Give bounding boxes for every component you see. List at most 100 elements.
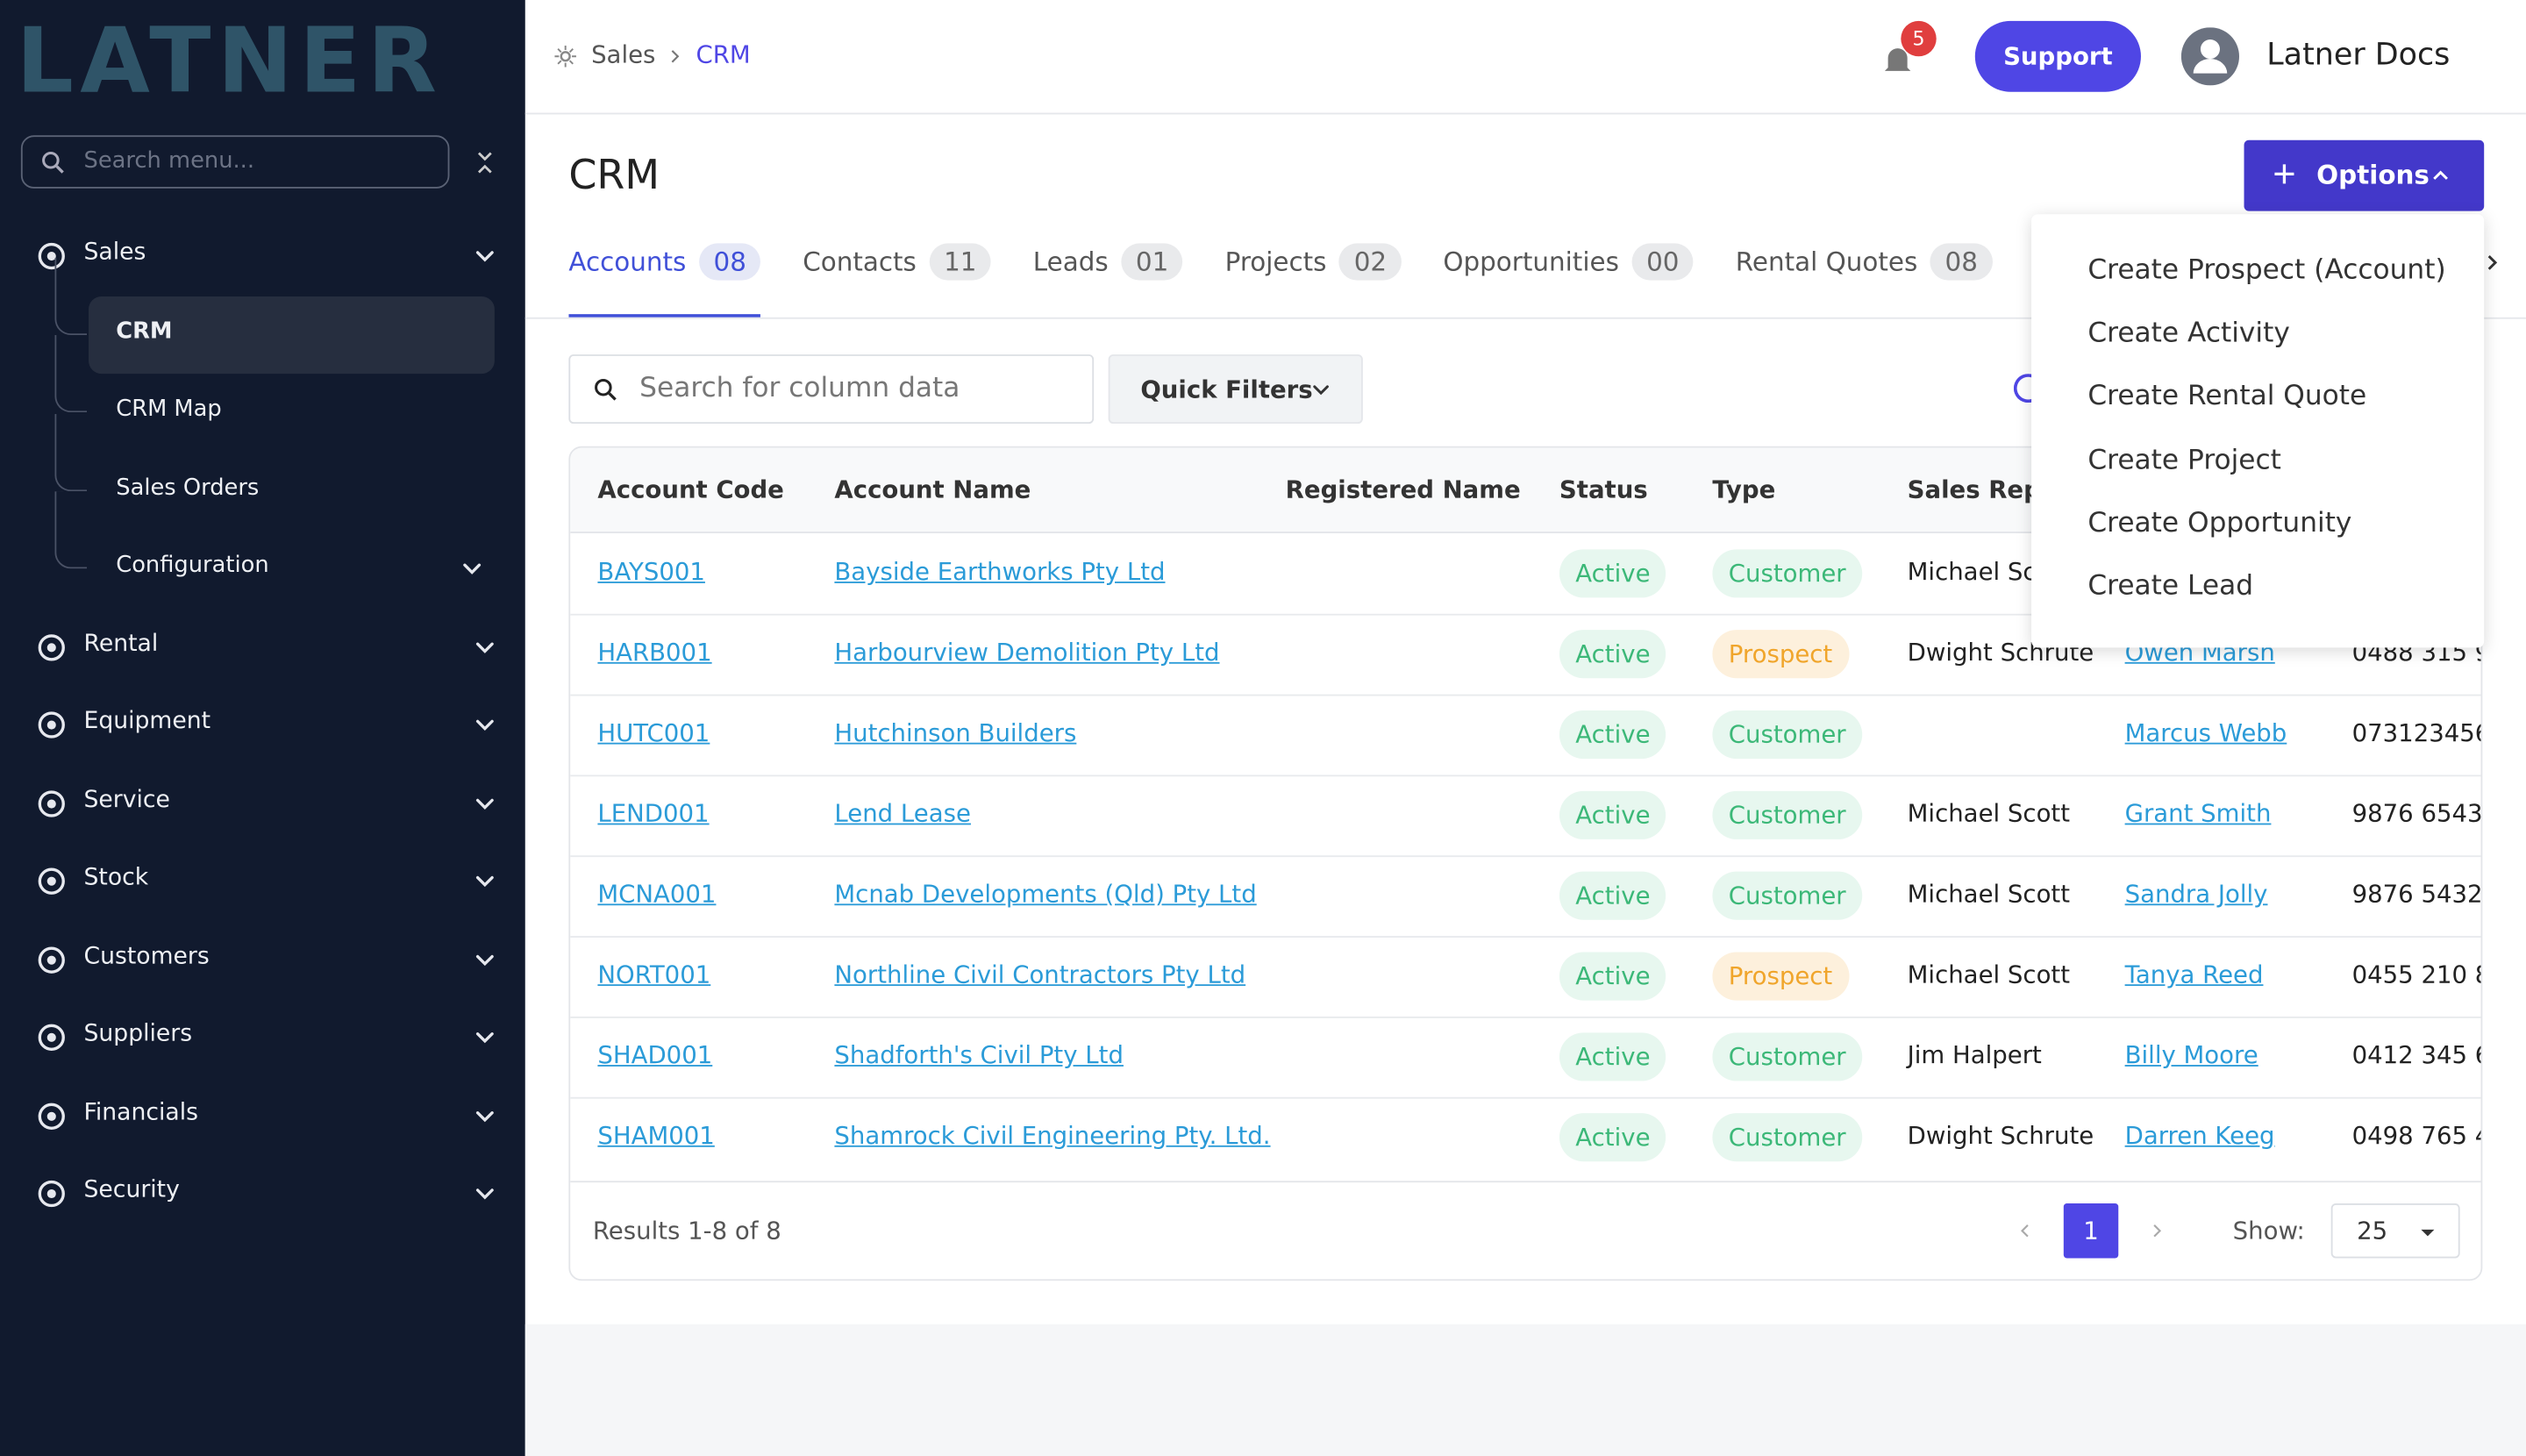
submenu-item[interactable]: Configuration: [116, 552, 269, 579]
column-header[interactable]: Account Code: [597, 475, 784, 504]
content-bottom: [524, 1324, 2526, 1456]
support-button[interactable]: Support: [1974, 20, 2141, 92]
menu-chevron: [470, 1179, 499, 1208]
menu-item[interactable]: Stock: [83, 865, 149, 891]
contact[interactable]: Billy Moore: [2124, 1040, 2258, 1070]
contact[interactable]: Grant Smith: [2124, 799, 2272, 829]
badge: Customer: [1712, 710, 1862, 760]
table-search[interactable]: Search for column data: [568, 354, 1095, 425]
search-icon-svg: [595, 378, 617, 401]
footer-border: [570, 1181, 2481, 1183]
dropdown-item[interactable]: Create Activity: [2087, 318, 2290, 350]
user-name[interactable]: Latner Docs: [2266, 37, 2451, 73]
menu-item[interactable]: Security: [83, 1177, 180, 1204]
avatar-svg: [2180, 27, 2240, 86]
quick-filters[interactable]: Quick Filters: [1108, 354, 1363, 425]
menu-icon-svg: [38, 1180, 65, 1208]
account-name[interactable]: Shamrock Civil Engineering Pty. Ltd.: [834, 1121, 1271, 1151]
next-page-svg: [2153, 1224, 2162, 1238]
next-page[interactable]: [2145, 1219, 2168, 1242]
menu-icon: [34, 785, 69, 820]
contact[interactable]: Marcus Webb: [2124, 718, 2287, 748]
tab-count: 01: [1121, 243, 1183, 281]
menu-item[interactable]: Suppliers: [83, 1021, 193, 1047]
menu-item[interactable]: Financials: [83, 1099, 199, 1125]
menu-item[interactable]: Equipment: [83, 709, 211, 735]
collapse-icon[interactable]: [470, 142, 499, 184]
dropdown-item[interactable]: Create Lead: [2087, 570, 2254, 603]
sales-rep: Jim Halpert: [1907, 1040, 2042, 1070]
menu-icon-svg: [38, 633, 65, 660]
menu-icon: [34, 863, 69, 898]
column-header[interactable]: Type: [1712, 475, 1776, 504]
column-header[interactable]: Account Name: [834, 475, 1031, 504]
page-number[interactable]: 1: [2063, 1203, 2119, 1259]
menu-item[interactable]: Sales: [83, 239, 146, 267]
menu-item[interactable]: Service: [83, 787, 170, 813]
column-header[interactable]: Registered Name: [1285, 475, 1521, 504]
menu-chevron: [470, 632, 499, 661]
tabs-next-svg: [2487, 254, 2498, 270]
contact[interactable]: Tanya Reed: [2124, 960, 2264, 989]
account-code[interactable]: NORT001: [597, 960, 711, 989]
account-name[interactable]: Lend Lease: [834, 799, 971, 829]
tab-label: Projects: [1224, 246, 1327, 277]
column-header[interactable]: Sales Rep: [1907, 475, 2041, 504]
account-name[interactable]: Northline Civil Contractors Pty Ltd: [834, 960, 1246, 989]
account-name[interactable]: Mcnab Developments (Qld) Pty Ltd: [834, 879, 1257, 909]
show-label: Show:: [2232, 1216, 2305, 1245]
account-name[interactable]: Harbourview Demolition Pty Ltd: [834, 638, 1220, 667]
badge: Active: [1559, 630, 1666, 679]
menu-chevron-svg: [475, 641, 494, 653]
menu-search-placeholder: Search menu...: [83, 147, 255, 175]
account-code[interactable]: SHAD001: [597, 1040, 713, 1070]
tab[interactable]: Leads 01: [1033, 235, 1183, 318]
account-name[interactable]: Hutchinson Builders: [834, 718, 1077, 748]
account-code[interactable]: BAYS001: [597, 557, 705, 587]
menu-chevron: [470, 242, 499, 271]
header-border: [524, 112, 2526, 115]
account-name[interactable]: Bayside Earthworks Pty Ltd: [834, 557, 1166, 587]
menu-icon-svg: [38, 946, 65, 973]
account-code[interactable]: SHAM001: [597, 1121, 715, 1151]
menu-chevron: [470, 867, 499, 896]
submenu-item[interactable]: Sales Orders: [116, 474, 260, 501]
refresh-icon: [2013, 374, 2043, 403]
dropdown-item[interactable]: Create Opportunity: [2087, 507, 2352, 539]
menu-search[interactable]: Search menu...: [20, 135, 450, 189]
avatar[interactable]: [2180, 27, 2240, 86]
contact[interactable]: Darren Keeg: [2124, 1121, 2275, 1151]
account-code[interactable]: LEND001: [597, 799, 710, 829]
tab-label: Accounts: [568, 246, 687, 277]
tabs-next[interactable]: [2480, 250, 2505, 275]
page-size[interactable]: 25: [2330, 1203, 2460, 1259]
account-code[interactable]: HARB001: [597, 638, 712, 667]
submenu-item[interactable]: CRM: [116, 318, 173, 345]
sales-rep: Michael Scott: [1907, 879, 2071, 909]
tab-count: 08: [1930, 243, 1993, 281]
dropdown-item[interactable]: Create Prospect (Account): [2087, 254, 2446, 287]
tab[interactable]: Rental Quotes 08: [1736, 235, 1993, 318]
page-size-value: 25: [2357, 1216, 2388, 1245]
badge: Customer: [1712, 1113, 1862, 1162]
breadcrumb[interactable]: Sales: [591, 39, 656, 69]
options-button[interactable]: Options: [2244, 139, 2485, 211]
menu-item[interactable]: Rental: [83, 631, 159, 657]
account-code[interactable]: HUTC001: [597, 718, 710, 748]
account-name[interactable]: Shadforth's Civil Pty Ltd: [834, 1040, 1124, 1070]
account-code[interactable]: MCNA001: [597, 879, 717, 909]
menu-item[interactable]: Customers: [83, 943, 210, 969]
tab[interactable]: Accounts 08: [568, 235, 761, 318]
badge: Active: [1559, 549, 1666, 598]
dropdown-item[interactable]: Create Rental Quote: [2087, 381, 2367, 413]
prev-page[interactable]: [2014, 1219, 2037, 1242]
row-border: [570, 694, 2481, 696]
contact[interactable]: Sandra Jolly: [2124, 879, 2268, 909]
submenu-item[interactable]: CRM Map: [116, 396, 222, 423]
tab[interactable]: Projects 02: [1225, 235, 1402, 318]
tab[interactable]: Opportunities 00: [1443, 235, 1695, 318]
column-header[interactable]: Status: [1559, 475, 1648, 504]
dropdown-item[interactable]: Create Project: [2087, 444, 2281, 476]
tab[interactable]: Contacts 11: [803, 235, 992, 318]
bell-icon[interactable]: [1879, 40, 1917, 79]
